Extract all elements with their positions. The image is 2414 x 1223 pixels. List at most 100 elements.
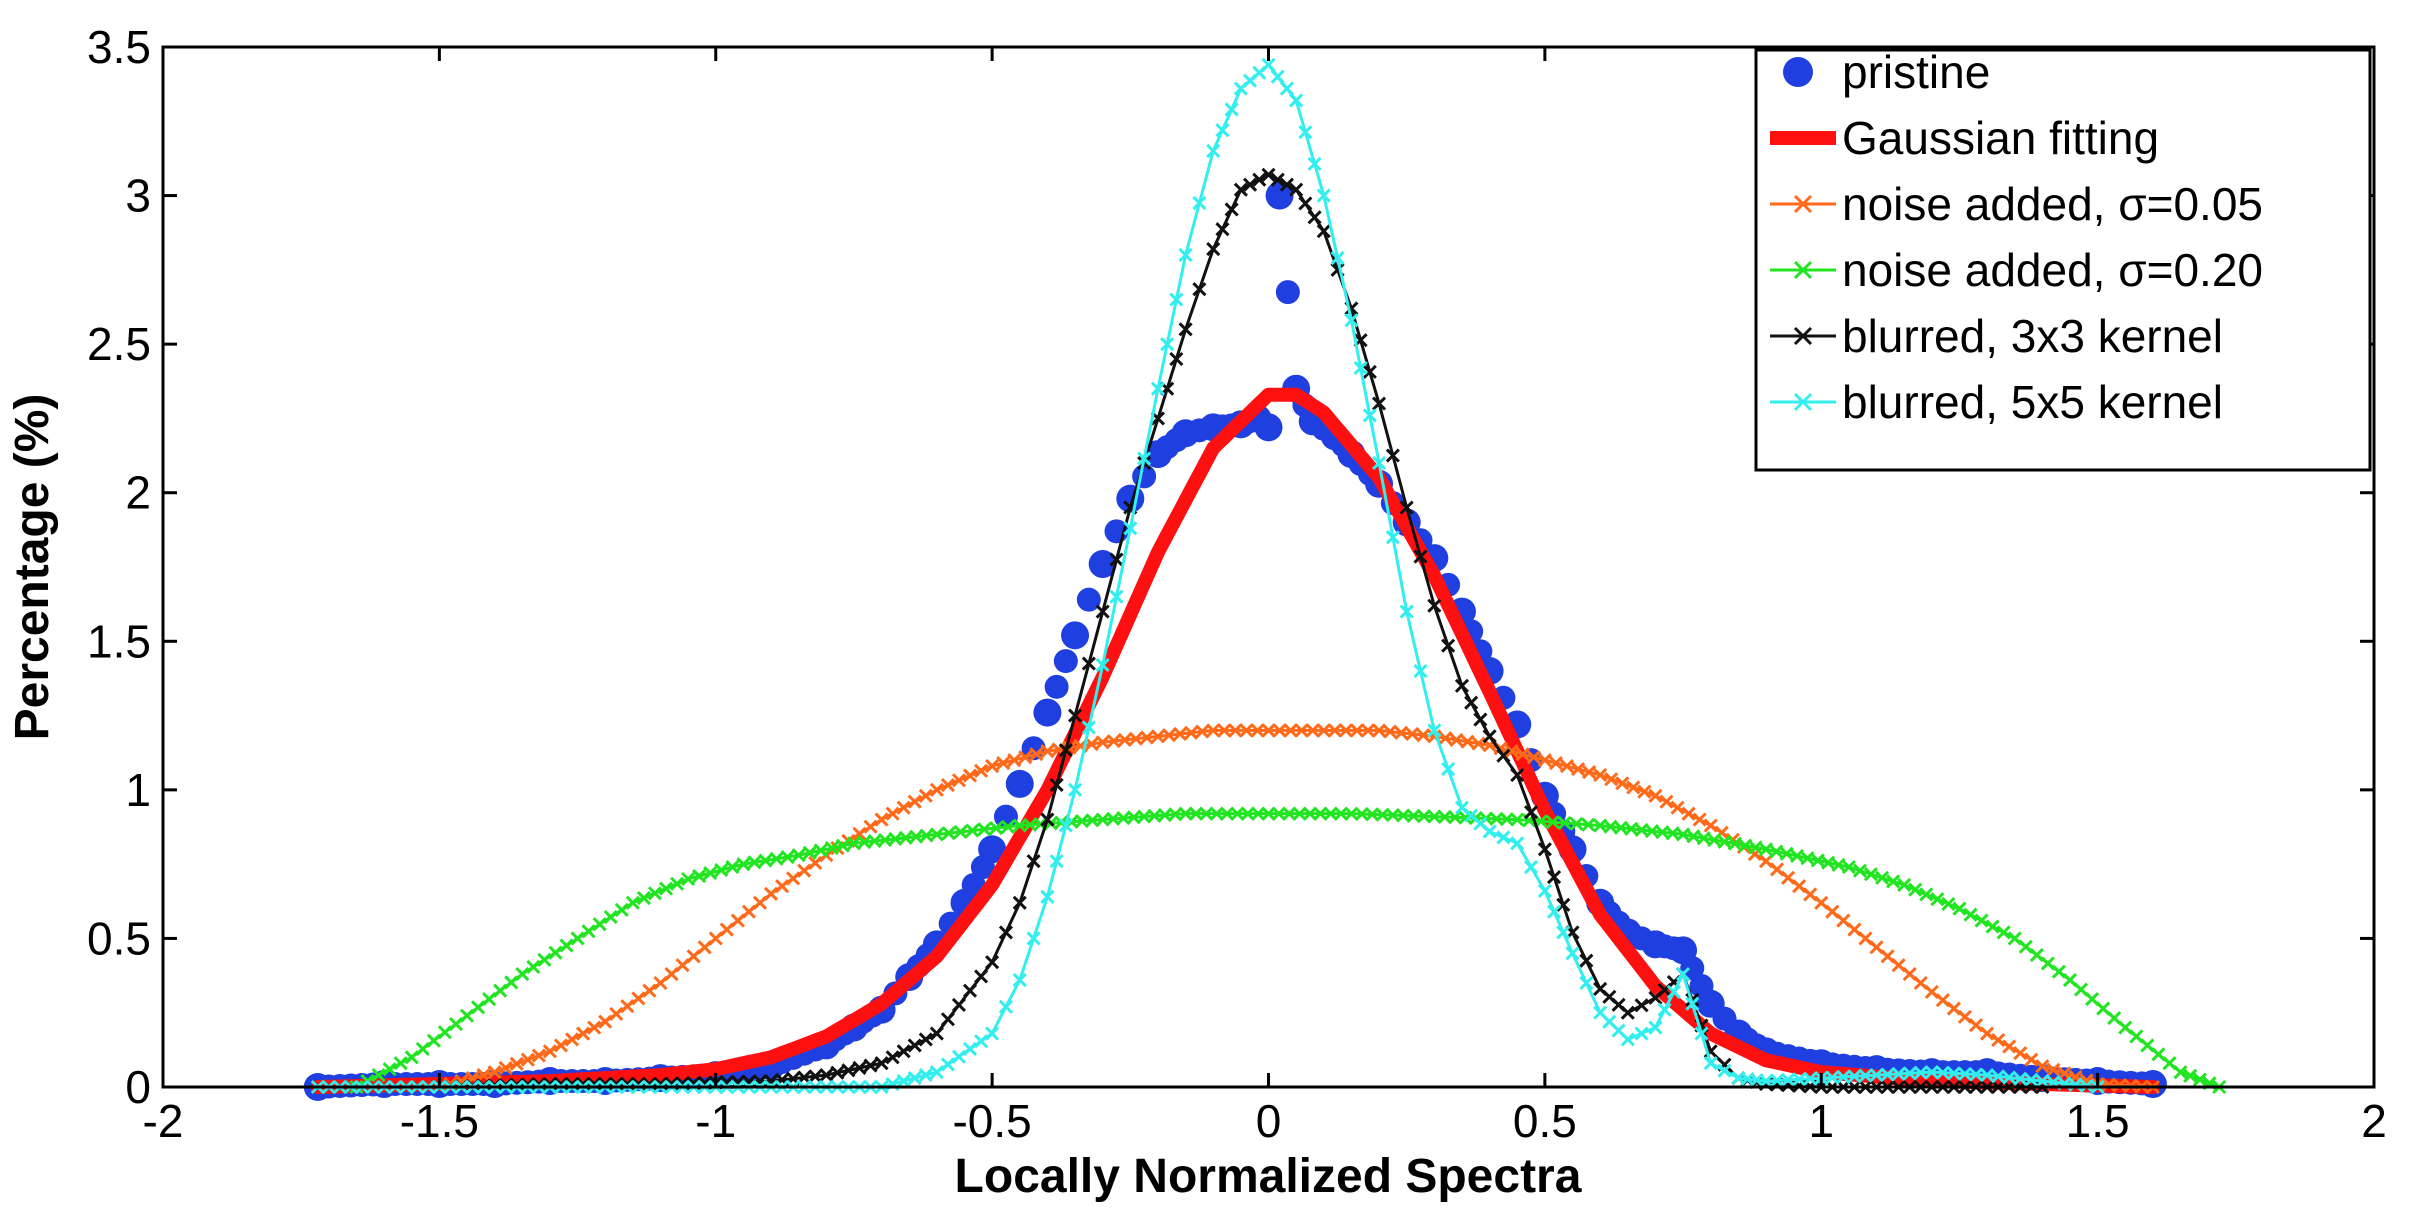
x-tick-label: 1	[1808, 1095, 1834, 1147]
series-marker-2	[2024, 1052, 2039, 1067]
series-marker-2	[1836, 913, 1851, 928]
series-marker-2	[1139, 730, 1154, 745]
series-marker-2	[1803, 887, 1818, 902]
series-marker-5	[1913, 1065, 1928, 1080]
series-marker-3	[2085, 991, 2100, 1007]
series-marker-2	[1018, 750, 1033, 765]
series-marker-5	[1537, 883, 1552, 898]
series-marker-4	[1399, 500, 1414, 515]
series-marker-4	[1192, 282, 1207, 297]
series-marker-5	[1224, 102, 1239, 117]
series-marker-3	[404, 1050, 419, 1065]
series-marker-5	[1968, 1067, 1984, 1082]
series-marker-3	[989, 821, 1004, 836]
series-marker-5	[1836, 1069, 1851, 1084]
series-marker-3	[1313, 806, 1328, 821]
series-marker-5	[1441, 761, 1456, 777]
series-marker-3	[1686, 829, 1701, 844]
series-marker-2	[1781, 870, 1796, 885]
series-marker-2	[1283, 723, 1298, 738]
series-marker-5	[2024, 1072, 2039, 1087]
series-marker-5	[1547, 904, 1562, 919]
series-marker-2	[1095, 735, 1110, 750]
series-marker-4	[929, 1026, 944, 1041]
series-marker-5	[1289, 93, 1304, 108]
series-marker-2	[730, 913, 745, 928]
series-marker-4	[1579, 953, 1594, 968]
series-marker-2	[719, 922, 734, 937]
series-marker-3	[1985, 919, 2000, 934]
series-marker-4	[1252, 172, 1267, 187]
series-marker-2	[1438, 731, 1453, 746]
series-marker-2	[1272, 723, 1287, 738]
series-marker-2	[1261, 723, 1276, 738]
series-marker-2	[1371, 723, 1387, 738]
series-marker-5	[1556, 925, 1571, 940]
series-marker-3	[559, 938, 574, 953]
series-marker-4	[1413, 549, 1428, 564]
series-marker-3	[415, 1041, 430, 1057]
series-marker-5	[1353, 360, 1368, 375]
series-marker-5	[1385, 530, 1400, 545]
series-marker-2	[1681, 806, 1696, 821]
series-marker-5	[1178, 247, 1193, 263]
series-marker-3	[1738, 838, 1753, 853]
series-marker-3	[1821, 855, 1836, 870]
series-marker-4	[1298, 196, 1313, 211]
series-marker-4	[1049, 777, 1064, 792]
series-marker-5	[1298, 125, 1313, 140]
series-marker-4	[852, 1060, 867, 1076]
series-marker-3	[769, 851, 784, 866]
series-marker-2	[2112, 1078, 2127, 1093]
series-marker-2	[940, 778, 955, 793]
series-marker-3	[2051, 964, 2066, 979]
series-marker-5	[1579, 975, 1594, 991]
series-marker-5	[1634, 1026, 1649, 1041]
series-marker-5	[896, 1073, 911, 1089]
series-marker-2	[675, 958, 690, 973]
series-marker-2	[542, 1044, 557, 1059]
series-marker-3	[1219, 806, 1235, 821]
y-tick-label: 0.5	[87, 912, 151, 964]
series-marker-3	[548, 945, 563, 960]
series-marker-3	[493, 983, 508, 998]
legend-swatch-marker	[1793, 392, 1813, 412]
series-marker-5	[1215, 123, 1230, 138]
legend-entry-4: blurred, 3x3 kernel	[1770, 310, 2223, 362]
series-marker-5	[1792, 1072, 1807, 1087]
pristine-point	[970, 855, 995, 880]
series-marker-2	[1195, 724, 1210, 739]
series-marker-3	[2029, 948, 2044, 963]
series-marker-3	[1963, 907, 1978, 922]
series-marker-2	[520, 1052, 535, 1067]
series-marker-3	[448, 1016, 464, 1032]
series-marker-2	[1825, 904, 1840, 919]
series-marker-2	[1449, 732, 1464, 747]
series-marker-3	[1831, 857, 1846, 872]
series-marker-2	[564, 1032, 580, 1047]
series-marker-4	[819, 1068, 834, 1083]
series-marker-3	[835, 838, 850, 853]
series-2	[377, 723, 2160, 1095]
series-marker-4	[907, 1038, 922, 1053]
series-marker-5	[1192, 195, 1207, 211]
series-marker-2	[1946, 1001, 1961, 1016]
series-marker-2	[1172, 726, 1188, 742]
series-marker-2	[1582, 764, 1597, 780]
x-axis-title: Locally Normalized Spectra	[955, 1150, 1582, 1203]
legend-label-5: blurred, 5x5 kernel	[1842, 376, 2223, 428]
series-marker-3	[2018, 939, 2033, 954]
series-marker-2	[1637, 784, 1652, 799]
series-marker-4	[1473, 712, 1488, 727]
series-marker-3	[1188, 806, 1204, 821]
series-marker-2	[2035, 1059, 2050, 1074]
y-axis-title: Percentage (%)	[6, 394, 59, 741]
series-marker-3	[603, 909, 618, 925]
series-marker-4	[1233, 182, 1248, 197]
series-marker-4	[962, 983, 978, 998]
series-marker-5	[1049, 854, 1064, 869]
series-marker-5	[1399, 604, 1414, 619]
series-marker-4	[520, 1077, 535, 1092]
series-marker-3	[703, 865, 718, 881]
series-marker-2	[1968, 1018, 1984, 1033]
